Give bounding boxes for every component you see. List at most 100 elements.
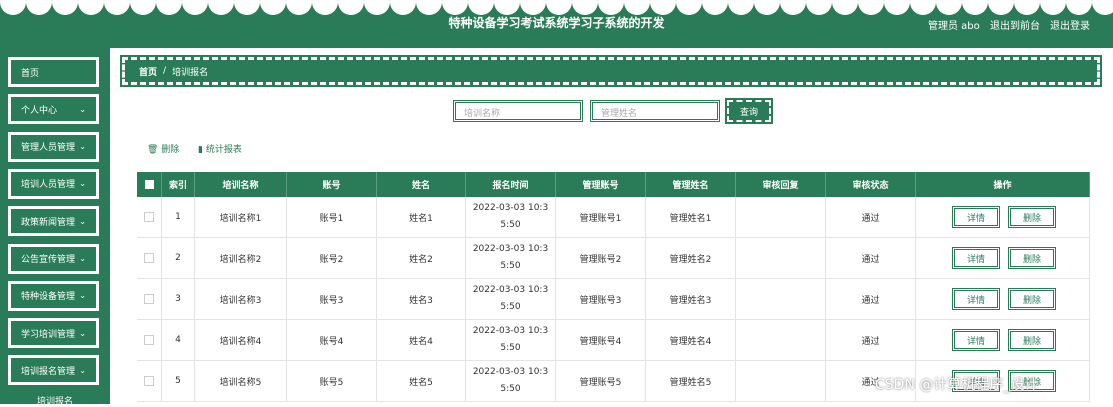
scallop [520,0,546,15]
table-cell: 账号2 [287,238,377,279]
menu-item[interactable]: 培训人员管理 ⌄ [7,167,100,200]
row-delete-button[interactable]: 删除 [1008,206,1056,228]
table-cell: 管理姓名5 [646,361,736,402]
menu-item[interactable]: 特种设备管理 ⌄ [7,279,100,312]
submenu-item[interactable]: 培训报名 [36,397,73,407]
row-delete-label: 删除 [1022,213,1041,224]
table-cell: 账号3 [287,279,377,320]
menu-item[interactable]: 首页 [7,56,100,88]
scallop [832,0,858,15]
menu-item[interactable]: 培训报名管理 ⌄ [7,354,100,387]
scallop [390,0,416,15]
menu-label: 培训报名管理 [21,366,76,377]
scallop [156,0,182,15]
scallop [858,0,884,15]
scallop [52,0,78,15]
table-cell: 账号4 [287,320,377,361]
menu-item[interactable]: 公告宣传管理 ⌄ [7,242,100,275]
scallop [780,0,806,15]
scallop [754,0,780,15]
menu-item[interactable]: 管理人员管理 ⌄ [7,130,100,163]
scallop [0,0,26,15]
report-label: 统计报表 [205,145,242,155]
scallop [78,0,104,15]
menu-item[interactable]: 学习培训管理 ⌄ [7,317,100,350]
table-cell: 姓名3 [377,279,466,320]
row-checkbox[interactable] [144,294,154,304]
menu-item[interactable]: 政策新闻管理 ⌄ [7,205,100,238]
menu-label: 学习培训管理 [21,329,76,340]
menu-arrow: ⌄ [79,104,86,114]
row-delete-button[interactable]: 删除 [1008,288,1056,310]
table-cell: 2022-03-03 10:35:50 [466,279,556,320]
column-header: 审核状态 [826,172,916,197]
table-cell: 管理账号2 [556,238,646,279]
row-checkbox-cell [137,238,162,279]
search-input-manager[interactable]: 管理姓名 [590,100,720,122]
scallop [598,0,624,15]
row-checkbox-cell [137,197,162,238]
scallop [884,0,910,15]
exit-front-link[interactable]: 退出到前台 [990,21,1040,32]
delete-button[interactable]: 🗑 删除 [147,145,180,155]
detail-button[interactable]: 详情 [952,288,1000,310]
header-checkbox[interactable] [144,180,154,189]
table-cell: 2022-03-03 10:35:50 [466,320,556,361]
actions-cell [916,279,1090,320]
table-cell-empty [736,279,826,320]
table-cell: 管理姓名1 [646,197,736,238]
table-cell: 通过 [826,361,916,402]
table-cell: 2022-03-03 10:35:50 [466,361,556,402]
search-button[interactable]: 查询 [725,98,773,124]
row-delete-button[interactable]: 删除 [1008,370,1056,392]
table-cell: 3 [162,279,195,320]
column-header: 审核回复 [736,172,826,197]
menu-item[interactable]: 个人中心 ⌄ [7,93,100,126]
actions-cell [916,361,1090,402]
scallop [286,0,312,15]
detail-button[interactable]: 详情 [952,206,1000,228]
breadcrumb-home[interactable]: 首页 [139,67,158,78]
header-checkbox-cell [137,172,162,197]
menu-label: 培训人员管理 [21,180,76,191]
row-delete-label: 删除 [1022,336,1041,347]
row-delete-button[interactable]: 删除 [1008,329,1056,351]
menu-arrow: ⌄ [79,254,86,263]
scallop [182,0,208,15]
row-delete-label: 删除 [1022,254,1041,265]
report-button[interactable]: ▮ 统计报表 [198,145,242,155]
table-cell: 培训名称4 [195,320,287,361]
row-checkbox[interactable] [144,376,154,386]
row-checkbox[interactable] [144,335,154,345]
table-cell: 账号5 [287,361,377,402]
user-name: 管理员 abo [928,21,980,32]
detail-button[interactable]: 详情 [952,247,1000,269]
row-delete-label: 删除 [1022,377,1041,388]
table-cell: 姓名5 [377,361,466,402]
scallop [1014,0,1040,15]
row-checkbox[interactable] [144,212,154,222]
scallop [806,0,832,15]
table-cell: 通过 [826,238,916,279]
detail-button[interactable]: 详情 [952,329,1000,351]
table-cell: 培训名称5 [195,361,287,402]
table-cell: 5 [162,361,195,402]
header-decoration [0,0,1113,15]
header: 特种设备学习考试系统学习子系统的开发 管理员 abo 退出到前台 退出登录 [0,0,1113,48]
scallop [234,0,260,15]
scallop [416,0,442,15]
table-cell: 管理账号4 [556,320,646,361]
table-cell: 2022-03-03 10:35:50 [466,197,556,238]
scallop [208,0,234,15]
table-cell: 管理姓名4 [646,320,736,361]
detail-button[interactable]: 详情 [952,370,1000,392]
actions-cell [916,320,1090,361]
search-input-name[interactable]: 培训名称 [453,100,583,122]
detail-label: 详情 [966,213,985,224]
row-checkbox[interactable] [144,253,154,263]
menu-label: 首页 [21,68,40,79]
logout-link[interactable]: 退出登录 [1050,21,1090,32]
scallop [104,0,130,15]
scallop [26,0,52,15]
row-delete-button[interactable]: 删除 [1008,247,1056,269]
